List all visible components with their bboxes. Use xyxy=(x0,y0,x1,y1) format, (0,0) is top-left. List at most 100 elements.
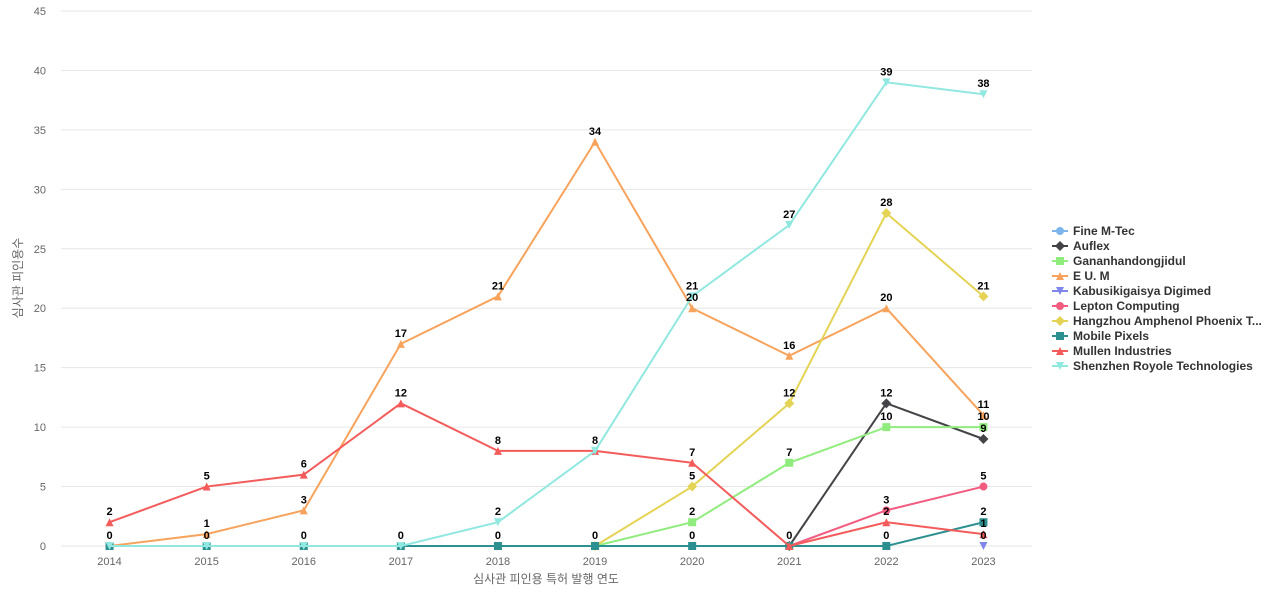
grid xyxy=(61,10,1032,547)
legend-label: Gananhandongjidul xyxy=(1073,254,1186,268)
series-line xyxy=(594,211,985,547)
data-label: 39 xyxy=(880,66,892,78)
x-tick-label: 2019 xyxy=(583,556,607,568)
data-point xyxy=(688,518,697,527)
x-tick-label: 2018 xyxy=(486,556,510,568)
data-label: 0 xyxy=(204,530,210,542)
data-labels: 2051063017120218203480212075202716127039… xyxy=(106,66,989,542)
data-point xyxy=(785,542,794,550)
data-point xyxy=(881,398,892,409)
legend-item-kabusikigaisya-digimed[interactable]: Kabusikigaisya Digimed xyxy=(1052,284,1211,298)
data-point xyxy=(882,304,891,313)
data-point xyxy=(979,518,988,527)
data-label: 11 xyxy=(978,399,990,411)
data-label: 10 xyxy=(977,411,989,423)
data-point xyxy=(493,542,502,550)
series-shenzhen-royole-technologies xyxy=(105,78,988,550)
legend-label: Shenzhen Royole Technologies xyxy=(1073,359,1253,373)
data-point xyxy=(396,399,405,408)
legend-item-shenzhen-royole-technologies[interactable]: Shenzhen Royole Technologies xyxy=(1052,359,1253,373)
series-hangzhou-amphenol-phoenix-t xyxy=(590,208,989,551)
data-label: 8 xyxy=(495,435,501,447)
data-point xyxy=(979,530,988,539)
data-label: 3 xyxy=(883,494,889,506)
legend-item-auflex[interactable]: Auflex xyxy=(1052,239,1110,253)
y-tick-label: 5 xyxy=(40,482,46,494)
data-point xyxy=(299,506,308,515)
legend-item-gananhandongjidul[interactable]: Gananhandongjidul xyxy=(1052,254,1186,268)
data-label: 20 xyxy=(686,292,698,304)
legend-marker xyxy=(1055,241,1065,251)
data-label: 0 xyxy=(980,530,986,542)
data-label: 0 xyxy=(592,530,598,542)
legend-item-mobile-pixels[interactable]: Mobile Pixels xyxy=(1052,329,1149,343)
y-tick-label: 30 xyxy=(34,184,46,196)
x-tick-label: 2021 xyxy=(777,556,801,568)
data-point xyxy=(105,542,114,550)
data-point xyxy=(882,423,891,432)
data-point xyxy=(979,423,988,432)
legend-item-fine-m-tec[interactable]: Fine M-Tec xyxy=(1052,224,1135,238)
data-label: 2 xyxy=(980,506,986,518)
data-point xyxy=(881,208,892,219)
x-tick-label: 2020 xyxy=(680,556,704,568)
series-group xyxy=(105,78,989,551)
data-label: 2 xyxy=(495,506,501,518)
data-point xyxy=(105,518,114,527)
data-point xyxy=(979,411,988,420)
data-label: 27 xyxy=(783,209,795,221)
data-point xyxy=(784,398,795,409)
data-label: 7 xyxy=(786,447,792,459)
data-label: 5 xyxy=(689,471,695,483)
legend-marker xyxy=(1056,227,1064,235)
y-tick-label: 40 xyxy=(34,65,46,77)
y-tick-label: 35 xyxy=(34,125,46,137)
data-label: 8 xyxy=(592,435,598,447)
data-point xyxy=(396,339,405,348)
data-label: 1 xyxy=(980,518,986,530)
data-point xyxy=(299,470,308,479)
data-point xyxy=(591,542,600,550)
data-label: 38 xyxy=(977,78,989,90)
data-label: 12 xyxy=(783,387,795,399)
data-label: 2 xyxy=(106,506,112,518)
legend-marker xyxy=(1056,302,1064,310)
data-point xyxy=(688,458,697,467)
data-point xyxy=(882,506,891,515)
data-label: 0 xyxy=(398,530,404,542)
legend-label: Mobile Pixels xyxy=(1073,329,1149,343)
data-point xyxy=(882,78,891,87)
x-tick-label: 2016 xyxy=(292,556,316,568)
y-tick-label: 0 xyxy=(40,541,46,553)
data-label: 12 xyxy=(395,387,407,399)
y-tick-label: 10 xyxy=(34,422,46,434)
data-point xyxy=(882,518,891,527)
data-point xyxy=(591,446,600,455)
y-tick-label: 45 xyxy=(34,6,46,18)
data-label: 21 xyxy=(977,280,989,292)
legend-label: Hangzhou Amphenol Phoenix T... xyxy=(1073,314,1262,328)
y-tick-label: 15 xyxy=(34,363,46,375)
legend-marker xyxy=(1056,332,1064,340)
data-point xyxy=(202,482,211,491)
data-label: 12 xyxy=(880,387,892,399)
data-point xyxy=(688,542,697,550)
legend-label: Mullen Industries xyxy=(1073,344,1172,358)
data-label: 3 xyxy=(301,494,307,506)
data-label: 20 xyxy=(880,292,892,304)
data-label: 7 xyxy=(689,447,695,459)
data-label: 1 xyxy=(204,518,210,530)
legend-label: Auflex xyxy=(1073,239,1110,253)
legend-item-e-u-m[interactable]: E U. M xyxy=(1052,269,1110,283)
data-label: 0 xyxy=(495,530,501,542)
data-point xyxy=(202,542,211,550)
legend-item-mullen-industries[interactable]: Mullen Industries xyxy=(1052,344,1172,358)
data-point xyxy=(591,137,600,146)
data-point xyxy=(785,458,794,467)
legend-marker xyxy=(1056,287,1064,295)
legend-item-lepton-computing[interactable]: Lepton Computing xyxy=(1052,299,1180,313)
legend-item-hangzhou-amphenol-phoenix-t[interactable]: Hangzhou Amphenol Phoenix T... xyxy=(1052,314,1262,328)
data-label: 21 xyxy=(686,280,698,292)
y-tick-label: 20 xyxy=(34,303,46,315)
